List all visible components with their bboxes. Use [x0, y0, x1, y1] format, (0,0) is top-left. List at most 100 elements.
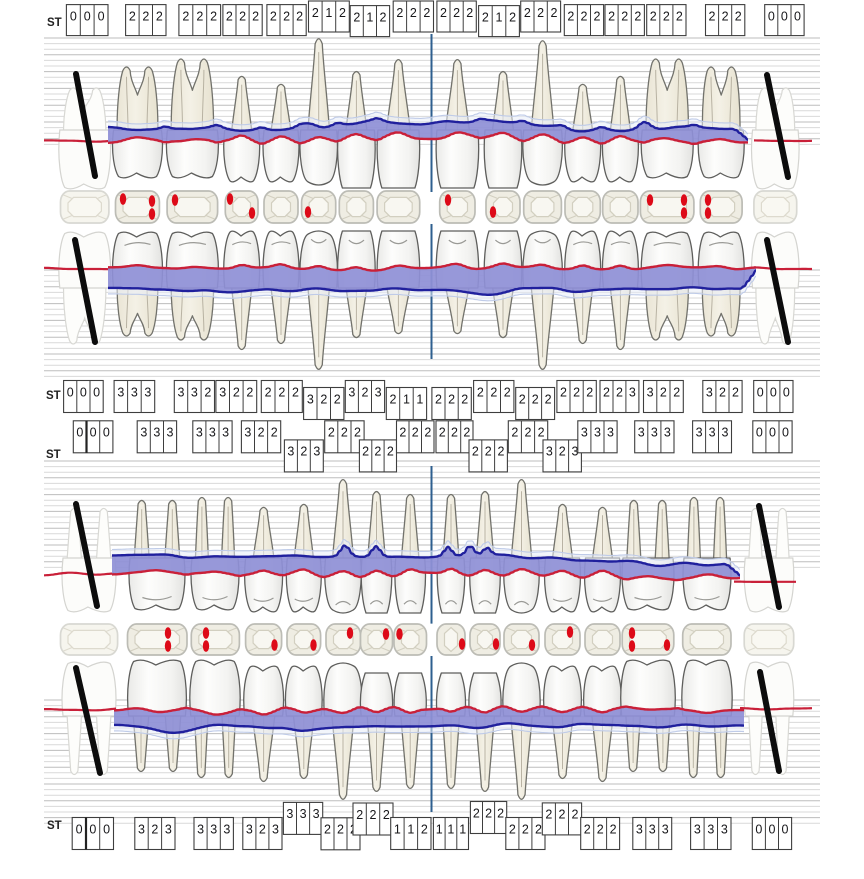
svg-text:3: 3 [223, 822, 230, 836]
svg-text:3: 3 [649, 822, 656, 836]
svg-text:2: 2 [324, 823, 331, 837]
svg-text:2: 2 [532, 392, 539, 406]
svg-text:0: 0 [769, 822, 776, 836]
svg-text:2: 2 [525, 426, 532, 440]
svg-text:1: 1 [459, 822, 466, 836]
svg-text:2: 2 [676, 9, 683, 23]
svg-text:2: 2 [210, 9, 217, 23]
svg-text:3: 3 [664, 426, 671, 440]
svg-text:3: 3 [244, 426, 251, 440]
svg-text:1: 1 [496, 10, 503, 24]
svg-text:2: 2 [246, 385, 253, 399]
svg-text:2: 2 [490, 385, 497, 399]
svg-text:2: 2 [504, 385, 511, 399]
svg-text:ST: ST [47, 17, 62, 29]
svg-text:3: 3 [197, 822, 204, 836]
svg-text:0: 0 [70, 9, 77, 23]
svg-text:1: 1 [407, 822, 414, 836]
svg-text:3: 3 [286, 807, 293, 821]
svg-text:2: 2 [477, 385, 484, 399]
svg-text:3: 3 [144, 385, 151, 399]
svg-text:3: 3 [651, 426, 658, 440]
svg-text:2: 2 [196, 9, 203, 23]
svg-text:0: 0 [76, 822, 83, 836]
svg-text:0: 0 [768, 9, 775, 23]
svg-text:3: 3 [709, 426, 716, 440]
svg-text:0: 0 [783, 385, 790, 399]
svg-text:2: 2 [300, 445, 307, 459]
svg-text:3: 3 [140, 426, 147, 440]
svg-text:2: 2 [466, 6, 473, 20]
svg-text:2: 2 [182, 9, 189, 23]
svg-text:2: 2 [435, 392, 442, 406]
svg-text:2: 2 [387, 445, 394, 459]
svg-text:2: 2 [312, 6, 319, 20]
svg-text:2: 2 [412, 426, 419, 440]
svg-text:2: 2 [453, 6, 460, 20]
svg-text:1: 1 [403, 392, 410, 406]
svg-text:2: 2 [610, 822, 617, 836]
svg-text:2: 2 [735, 9, 742, 23]
svg-text:1: 1 [394, 822, 401, 836]
svg-text:0: 0 [782, 822, 789, 836]
svg-text:2: 2 [399, 426, 406, 440]
svg-text:0: 0 [103, 822, 110, 836]
svg-text:2: 2 [356, 808, 363, 822]
svg-text:2: 2 [156, 9, 163, 23]
svg-text:2: 2 [353, 10, 360, 24]
svg-text:2: 2 [472, 445, 479, 459]
svg-text:3: 3 [722, 426, 729, 440]
svg-text:3: 3 [572, 445, 579, 459]
svg-text:2: 2 [370, 808, 377, 822]
svg-text:2: 2 [660, 385, 667, 399]
svg-text:3: 3 [222, 426, 229, 440]
svg-text:3: 3 [209, 426, 216, 440]
svg-text:ST: ST [46, 390, 61, 402]
svg-text:2: 2 [421, 822, 428, 836]
svg-text:2: 2 [485, 806, 492, 820]
svg-text:2: 2 [448, 392, 455, 406]
svg-text:2: 2 [380, 10, 387, 24]
svg-text:2: 2 [396, 6, 403, 20]
svg-text:2: 2 [650, 9, 657, 23]
svg-text:3: 3 [694, 822, 701, 836]
svg-text:3: 3 [191, 385, 198, 399]
svg-text:2: 2 [328, 426, 335, 440]
svg-text:3: 3 [131, 385, 138, 399]
svg-text:2: 2 [270, 9, 277, 23]
svg-text:3: 3 [707, 822, 714, 836]
svg-text:3: 3 [153, 426, 160, 440]
svg-text:0: 0 [67, 385, 74, 399]
svg-text:2: 2 [673, 385, 680, 399]
svg-text:2: 2 [634, 9, 641, 23]
svg-text:2: 2 [259, 822, 266, 836]
svg-text:2: 2 [252, 9, 259, 23]
svg-text:3: 3 [721, 822, 728, 836]
svg-text:3: 3 [313, 445, 320, 459]
svg-text:2: 2 [603, 385, 610, 399]
svg-text:2: 2 [482, 10, 489, 24]
svg-text:2: 2 [390, 392, 397, 406]
svg-text:0: 0 [755, 822, 762, 836]
svg-text:3: 3 [210, 822, 217, 836]
svg-text:2: 2 [265, 385, 272, 399]
svg-text:0: 0 [794, 9, 801, 23]
svg-text:1: 1 [416, 392, 423, 406]
svg-text:0: 0 [781, 9, 788, 23]
svg-text:2: 2 [498, 445, 505, 459]
svg-text:3: 3 [117, 385, 124, 399]
svg-text:2: 2 [424, 426, 431, 440]
svg-text:2: 2 [616, 385, 623, 399]
svg-text:2: 2 [439, 426, 446, 440]
svg-text:2: 2 [410, 6, 417, 20]
svg-text:2: 2 [283, 9, 290, 23]
svg-text:3: 3 [629, 385, 636, 399]
svg-text:2: 2 [597, 822, 604, 836]
svg-text:3: 3 [138, 822, 145, 836]
svg-text:2: 2 [573, 385, 580, 399]
svg-text:3: 3 [287, 445, 294, 459]
svg-text:2: 2 [461, 392, 468, 406]
svg-text:2: 2 [608, 9, 615, 23]
svg-text:3: 3 [638, 426, 645, 440]
svg-text:3: 3 [375, 385, 382, 399]
